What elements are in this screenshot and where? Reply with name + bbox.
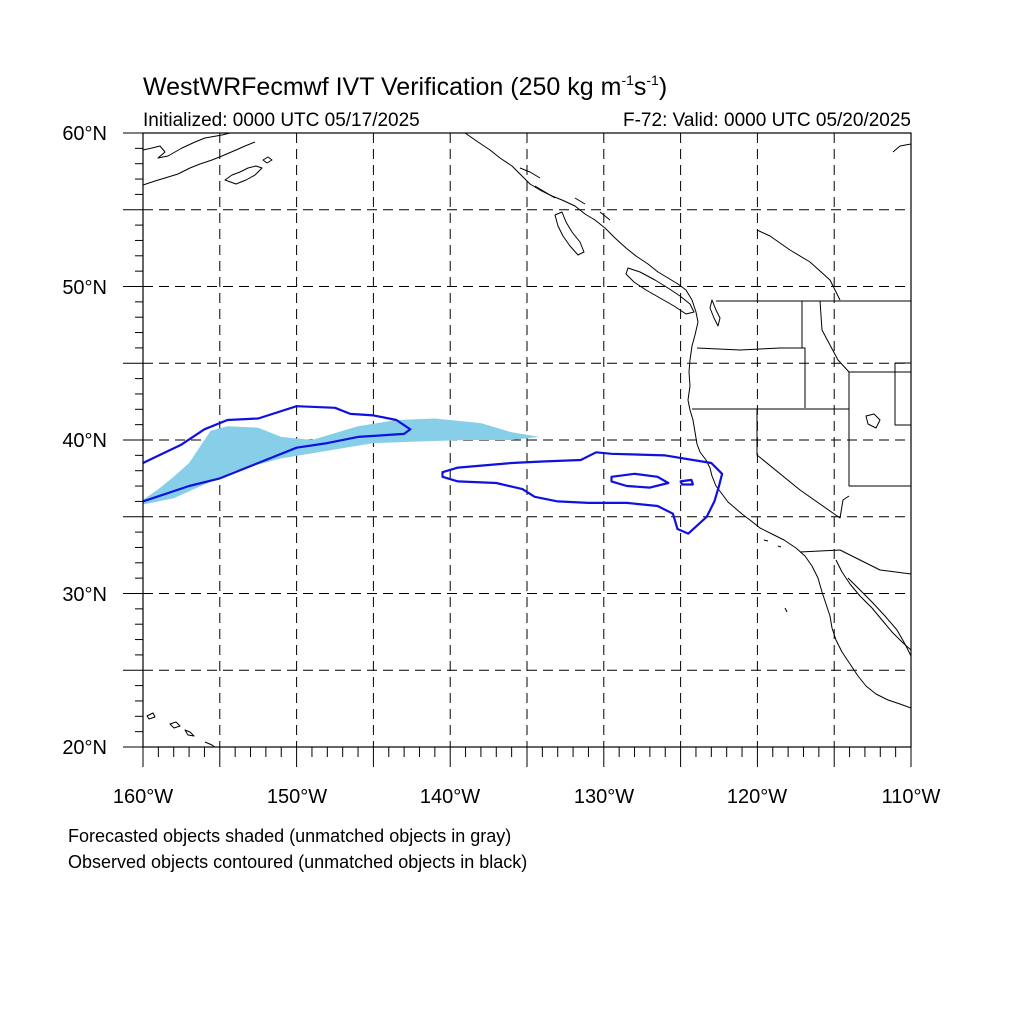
lon-label-120w: 120°W <box>726 786 788 808</box>
observed-object-inner-contour <box>679 478 694 486</box>
montana-wyoming-border <box>849 362 911 426</box>
inner-passage-islands <box>519 167 611 221</box>
coastlines-and-borders <box>143 133 911 747</box>
lon-label-160w: 160°W <box>112 786 174 808</box>
observed-object-inner-contour <box>610 472 670 489</box>
washington-oregon-border <box>696 347 806 408</box>
lon-label-110w: 110°W <box>881 786 941 808</box>
lat-label-20n: 20°N <box>62 737 107 759</box>
lat-label-50n: 50°N <box>62 277 107 299</box>
us-west-coast <box>687 345 911 709</box>
puget-sound <box>709 299 721 327</box>
great-salt-lake <box>865 413 881 429</box>
mexico-us-border <box>799 549 911 575</box>
alaska-small-island <box>262 156 273 164</box>
observed-note: Observed objects contoured (unmatched ob… <box>68 852 528 872</box>
baja-gulf-coast <box>835 559 911 651</box>
canada-right-coast <box>892 143 911 153</box>
hawaii-islands <box>146 712 216 747</box>
observed-objects <box>143 405 724 535</box>
lat-label-40n: 40°N <box>62 430 107 452</box>
vancouver-island <box>625 267 695 315</box>
channel-islands <box>763 539 788 613</box>
observed-object-contour <box>441 451 724 535</box>
lat-label-60n: 60°N <box>62 123 107 145</box>
map-title: WestWRFecmwf IVT Verification (250 kg m-… <box>143 72 668 101</box>
alaska-peninsula <box>143 141 256 186</box>
forecast-objects <box>143 418 540 505</box>
northern-coast-canada <box>756 229 841 301</box>
lon-label-130w: 130°W <box>573 786 635 808</box>
forecast-note: Forecasted objects shaded (unmatched obj… <box>68 826 512 846</box>
idaho-border <box>801 300 850 409</box>
valid-time: F-72: Valid: 0000 UTC 05/20/2025 <box>623 110 911 131</box>
lon-label-150w: 150°W <box>266 786 328 808</box>
axis-ticks <box>123 132 912 767</box>
california-nevada-border <box>756 409 850 519</box>
mexico-mainland-coast <box>847 577 911 657</box>
nevada-utah-border <box>848 409 911 487</box>
forecast-object <box>143 418 540 505</box>
southeast-alaska-coast <box>464 133 699 347</box>
haida-gwaii <box>554 211 585 256</box>
lon-label-140w: 140°W <box>419 786 481 808</box>
initialized-time: Initialized: 0000 UTC 05/17/2025 <box>143 110 420 131</box>
kodiak-island <box>224 165 263 185</box>
lat-label-30n: 30°N <box>62 584 107 606</box>
alaska-coastline <box>143 133 231 159</box>
observed-object-contour <box>143 405 412 503</box>
